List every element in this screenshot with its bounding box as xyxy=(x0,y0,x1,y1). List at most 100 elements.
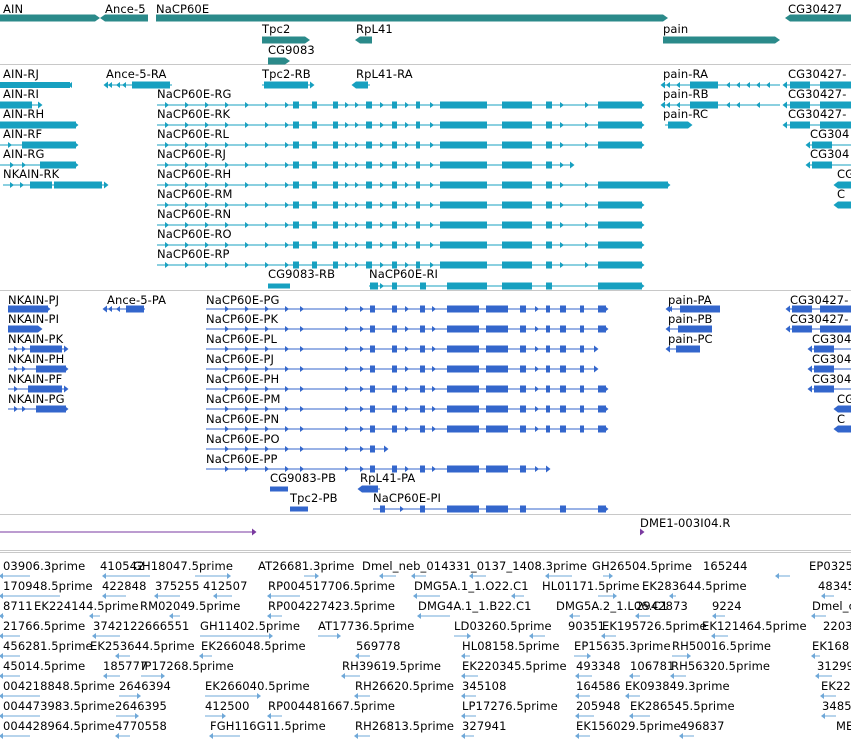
transcript-feature-label[interactable]: CG30427- xyxy=(788,107,847,121)
est-feature-label[interactable]: EK22 xyxy=(821,679,851,693)
transcript-feature-label[interactable]: NaCP60E-RH xyxy=(157,167,232,181)
protein-feature-label[interactable]: CG304 xyxy=(812,332,851,346)
transcript-feature-label[interactable]: Ance-5-RA xyxy=(106,67,167,81)
est-feature-label[interactable]: Dmel_neb_014331_0137_1408.3prime xyxy=(362,559,588,573)
transcript-feature-label[interactable]: NaCP60E-RG xyxy=(157,87,232,101)
est-feature-label[interactable]: EK224144.5prime xyxy=(34,599,139,613)
est-feature-label[interactable]: EK220345.5prime xyxy=(462,659,567,673)
est-feature-label[interactable]: RP004517706.5prime xyxy=(268,579,396,593)
gene-feature-label[interactable]: Tpc2 xyxy=(262,22,291,36)
est-feature-label[interactable]: 375255 xyxy=(155,579,200,593)
est-feature-label[interactable]: EP15635.3prime xyxy=(574,639,671,653)
est-feature-label[interactable]: 412507 xyxy=(203,579,248,593)
transcript-feature-label[interactable]: NaCP60E-RI xyxy=(369,267,439,281)
est-feature-label[interactable]: 345108 xyxy=(462,679,507,693)
est-feature-label[interactable]: 8711 xyxy=(3,599,33,613)
protein-feature-label[interactable]: CG30427- xyxy=(790,293,849,307)
protein-feature-label[interactable]: pain-PB xyxy=(668,312,713,326)
est-feature-label[interactable]: AT17736.5prime xyxy=(318,619,415,633)
est-feature-label[interactable]: 22039 xyxy=(823,619,851,633)
est-feature-label[interactable]: FGH116G11.5prime xyxy=(210,719,326,733)
transcript-feature-label[interactable]: RpL41-RA xyxy=(356,67,413,81)
est-feature-label[interactable]: 410542 xyxy=(100,559,145,573)
est-feature-label[interactable]: 412500 xyxy=(205,699,250,713)
est-feature-label[interactable]: RH26620.5prime xyxy=(355,679,455,693)
transcript-feature-label[interactable]: NaCP60E-RJ xyxy=(157,147,227,161)
est-feature-label[interactable]: 45014.5prime xyxy=(3,659,86,673)
est-feature-label[interactable]: EP0325 xyxy=(809,559,851,573)
transcript-feature-label[interactable]: pain-RA xyxy=(663,67,709,81)
transcript-feature-label[interactable]: NaCP60E-RN xyxy=(157,207,232,221)
est-feature-label[interactable]: AT26681.3prime xyxy=(258,559,355,573)
est-feature-label[interactable]: GH11402.5prime xyxy=(200,619,301,633)
est-feature-label[interactable]: 493348 xyxy=(576,659,621,673)
est-feature-label[interactable]: GH26504.5prime xyxy=(592,559,693,573)
est-feature-label[interactable]: EK286545.5prime xyxy=(630,699,735,713)
est-feature-label[interactable]: 2942873 xyxy=(636,599,688,613)
transcript-feature-label[interactable]: NaCP60E-RM xyxy=(157,187,233,201)
transcript-feature-label[interactable]: NKAIN-RK xyxy=(3,167,60,181)
est-feature-label[interactable]: EK168 xyxy=(812,639,850,653)
est-feature-label[interactable]: 456281.5prime xyxy=(3,639,93,653)
transcript-feature-label[interactable]: CG9083-RB xyxy=(268,267,336,281)
protein-feature-label[interactable]: CG30427- xyxy=(790,312,849,326)
est-feature-label[interactable]: 569778 xyxy=(356,639,401,653)
est-feature-label[interactable]: 185777 xyxy=(103,659,148,673)
protein-feature-label[interactable]: NaCP60E-PH xyxy=(206,372,280,386)
protein-feature-label[interactable]: Ance-5-PA xyxy=(107,293,167,307)
gene-feature-label[interactable]: CG9083 xyxy=(268,43,315,57)
protein-feature-label[interactable]: C xyxy=(837,412,846,426)
protein-feature-label[interactable]: NKAIN-PH xyxy=(8,352,65,366)
est-feature-label[interactable]: EK093849.3prime xyxy=(625,679,730,693)
est-feature-label[interactable]: LD03260.5prime xyxy=(454,619,552,633)
est-feature-label[interactable]: 327941 xyxy=(462,719,507,733)
protein-feature-label[interactable]: pain-PA xyxy=(668,293,712,307)
est-feature-label[interactable]: 2646394 xyxy=(119,679,171,693)
est-feature-label[interactable]: EK156029.5prime xyxy=(576,719,681,733)
est-feature-label[interactable]: ME xyxy=(836,719,851,733)
transcript-feature-label[interactable]: AIN-RI xyxy=(3,87,39,101)
protein-feature-label[interactable]: Tpc2-PB xyxy=(290,491,338,505)
est-feature-label[interactable]: EK266040.5prime xyxy=(205,679,310,693)
transcript-feature-label[interactable]: Tpc2-RB xyxy=(262,67,311,81)
est-feature-label[interactable]: EK195726.5prime xyxy=(602,619,707,633)
transcript-feature-label[interactable]: CG30427- xyxy=(788,67,847,81)
est-feature-label[interactable]: 4770558 xyxy=(115,719,167,733)
protein-feature-label[interactable]: CG304 xyxy=(812,352,851,366)
protein-feature-label[interactable]: NKAIN-PK xyxy=(8,332,64,346)
est-feature-label[interactable]: 31299 xyxy=(817,659,851,673)
protein-feature-label[interactable]: pain-PC xyxy=(668,332,713,346)
protein-feature-label[interactable]: NaCP60E-PG xyxy=(206,293,280,307)
transcript-feature-label[interactable]: CG xyxy=(837,167,851,181)
transcript-feature-label[interactable]: pain-RC xyxy=(663,107,709,121)
est-feature-label[interactable]: RM02049.5prime xyxy=(140,599,241,613)
est-feature-label[interactable]: DMG4A.1_1.B22.C1 xyxy=(418,599,532,613)
est-feature-label[interactable]: RP004481667.5prime xyxy=(268,699,396,713)
protein-feature-label[interactable]: NKAIN-PI xyxy=(8,312,60,326)
transcript-feature-label[interactable]: C xyxy=(837,187,846,201)
protein-feature-label[interactable]: CG304 xyxy=(812,372,851,386)
est-feature-label[interactable]: 004218848.5prime xyxy=(3,679,115,693)
gene-feature-label[interactable]: Ance-5 xyxy=(105,2,146,16)
est-feature-label[interactable]: 422848 xyxy=(102,579,147,593)
est-feature-label[interactable]: RH26813.5prime xyxy=(355,719,455,733)
protein-feature-label[interactable]: CG9083-PB xyxy=(270,471,337,485)
est-feature-label[interactable]: GH18047.5prime xyxy=(133,559,234,573)
protein-feature-label[interactable]: NKAIN-PG xyxy=(8,392,65,406)
est-feature-label[interactable]: 170948.5prime xyxy=(3,579,93,593)
protein-feature-label[interactable]: NaCP60E-PJ xyxy=(206,352,274,366)
est-feature-label[interactable]: HL08158.5prime xyxy=(462,639,560,653)
est-feature-label[interactable]: RH50016.5prime xyxy=(672,639,772,653)
protein-feature-label[interactable]: NaCP60E-PO xyxy=(206,432,280,446)
transcript-feature-label[interactable]: NaCP60E-RK xyxy=(157,107,231,121)
protein-feature-label[interactable]: NaCP60E-PL xyxy=(206,332,278,346)
est-feature-label[interactable]: 004473983.5prime xyxy=(3,699,115,713)
gene-feature-label[interactable]: NaCP60E xyxy=(156,2,210,16)
est-feature-label[interactable]: EK253644.5prime xyxy=(90,639,195,653)
transcript-feature-label[interactable]: AIN-RH xyxy=(3,107,45,121)
transcript-feature-label[interactable]: NaCP60E-RP xyxy=(157,247,230,261)
est-feature-label[interactable]: 48345 xyxy=(818,579,851,593)
transcript-feature-label[interactable]: AIN-RF xyxy=(3,127,43,141)
est-feature-label[interactable]: EK121464.5prime xyxy=(702,619,807,633)
transcript-feature-label[interactable]: CG30427- xyxy=(788,87,847,101)
